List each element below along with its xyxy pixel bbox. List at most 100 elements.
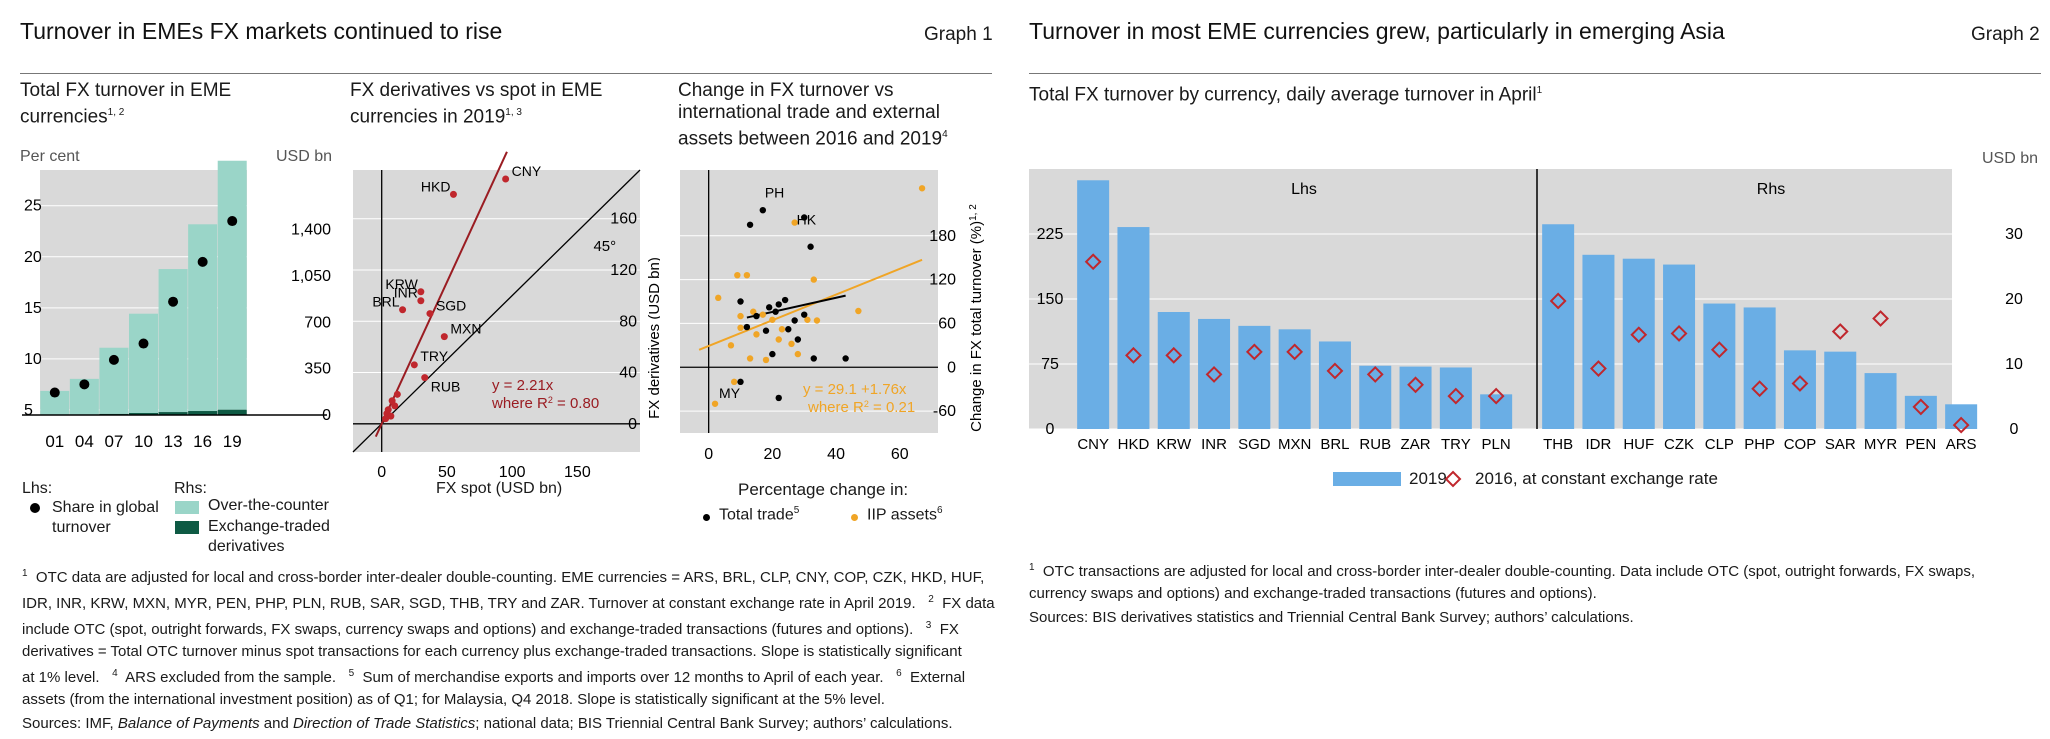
marker-2016 — [1710, 341, 1728, 359]
graph1-rule — [20, 73, 992, 74]
graph2-rhs-tick: 0 — [2010, 421, 2019, 438]
legend-share-label: Share in global turnover — [52, 499, 159, 536]
etd-bar — [158, 412, 188, 415]
marker-2016 — [1912, 398, 1930, 416]
legend-rhs-head: Rhs: — [174, 480, 207, 497]
graph2-rhs-tick: 30 — [2005, 226, 2023, 243]
graph2-x-tick: SGD — [1238, 436, 1271, 453]
panel-b-title: FX derivatives vs spot in EME currencies… — [350, 80, 603, 128]
panel-a-rhs-tick: 1,050 — [291, 268, 331, 285]
point-label: INR — [394, 285, 418, 301]
iip-point — [813, 317, 821, 324]
panel-b-x-tick: 100 — [499, 464, 526, 481]
graph2-rhs-label: Rhs — [1757, 181, 1785, 198]
iip-point — [810, 276, 817, 283]
fit-line — [374, 151, 508, 438]
graph1-title: Turnover in EMEs FX markets continued to… — [20, 18, 503, 44]
graph2-x-tick: CNY — [1077, 436, 1109, 453]
legend-iip-dot-icon — [851, 514, 858, 521]
panel-c-x-tick: 0 — [704, 446, 713, 463]
marker-2016 — [1366, 365, 1384, 383]
panel-c-title: Change in FX turnover vs international t… — [678, 80, 948, 150]
scatter-point — [426, 310, 434, 318]
share-dot — [79, 379, 90, 390]
legend-otc-label: Over-the-counter — [208, 497, 329, 514]
legend-2019-swatch — [1333, 472, 1401, 486]
panel-c-x-tick: 20 — [763, 446, 781, 463]
graph2-number: Graph 2 — [1971, 24, 2040, 45]
point-label: MXN — [450, 321, 481, 337]
graph2-lhs-tick: 75 — [1041, 356, 1059, 373]
panel-b-y-tick: 80 — [619, 313, 637, 330]
graph2-x-tick: TRY — [1441, 436, 1471, 453]
legend-2019-label: 2019 — [1409, 469, 1447, 488]
scatter-point — [391, 402, 399, 410]
trade-point — [765, 304, 773, 311]
graph2-x-tick: THB — [1543, 436, 1573, 453]
marker-2016 — [1407, 376, 1424, 394]
marker-2016 — [1487, 387, 1505, 405]
otc-bar — [158, 269, 188, 413]
graph2-x-tick: CZK — [1664, 436, 1694, 453]
iip-point — [794, 350, 802, 358]
panel-a-lhs-tick: 10 — [24, 351, 42, 368]
panel-c-y-tick: 180 — [929, 228, 956, 245]
graph1-sources: Sources: IMF, Balance of Payments and Di… — [22, 715, 953, 732]
scatter-point — [421, 374, 429, 382]
iip-point — [743, 272, 751, 279]
scatter-point — [393, 390, 401, 398]
legend-etd-swatch — [175, 521, 199, 534]
fit-label: y = 2.21x — [492, 377, 554, 394]
trade-point — [781, 296, 789, 304]
trade-point — [746, 221, 754, 228]
panel-a-x-tick: 19 — [223, 432, 242, 451]
diag-45-label: 45° — [593, 238, 616, 255]
trade-point — [772, 308, 779, 315]
graph2-rule — [1029, 73, 2041, 74]
graph2-x-tick: INR — [1201, 436, 1227, 453]
trade-point — [775, 394, 782, 402]
panel-a-lhs-unit: Per cent — [20, 148, 80, 165]
point-label: KRW — [385, 276, 418, 292]
iip-point — [759, 311, 767, 318]
panel-c-plot-bg — [680, 170, 938, 433]
graph2-x-tick: HKD — [1118, 436, 1150, 453]
etd-bar — [129, 413, 158, 415]
legend-dot-icon — [30, 503, 40, 513]
panel-a-x-tick: 04 — [75, 432, 94, 451]
trade-point — [810, 355, 817, 362]
graph2-title: Turnover in most EME currencies grew, pa… — [1029, 18, 1725, 44]
marker-2016 — [1590, 360, 1607, 377]
trade-point — [807, 243, 814, 250]
trade-point — [791, 317, 798, 324]
share-dot — [108, 354, 119, 365]
graph2-x-tick: PLN — [1482, 436, 1511, 453]
otc-bar — [129, 313, 158, 414]
scatter-point — [387, 412, 395, 420]
graph2-x-tick: SAR — [1825, 436, 1856, 453]
panel-c-y-tick: 0 — [947, 359, 956, 376]
otc-bar — [188, 224, 218, 412]
marker-2016 — [1549, 292, 1567, 310]
trade-point — [737, 378, 744, 386]
currency-bar — [1622, 258, 1655, 429]
scatter-point — [399, 306, 407, 314]
trade-point — [759, 206, 767, 214]
marker-2016 — [1084, 253, 1102, 271]
trade-point — [801, 311, 808, 318]
panel-b-y-tick: 120 — [610, 262, 637, 279]
currency-bar — [1238, 325, 1271, 429]
iip-point — [762, 356, 770, 364]
panel-c-chart: -60 0 60 120 180 0 20 40 60 PH HK MY y = 29.1 +1.76x… — [680, 170, 985, 463]
marker-2016 — [1125, 346, 1142, 364]
scatter-point — [449, 190, 457, 198]
panel-b-chart: 0408012016005010015045°CNYHKDKRWINRBRLSG… — [352, 151, 660, 481]
panel-b-y-tick: 160 — [610, 211, 637, 228]
graph2-x-tick: ZAR — [1401, 436, 1431, 453]
panel-a-x-tick: 01 — [45, 432, 64, 451]
currency-bar — [1117, 227, 1150, 429]
marker-2016 — [1326, 362, 1344, 380]
scatter-point — [417, 288, 425, 296]
point-label: HKD — [421, 178, 451, 194]
graph1-footnotes: 1 OTC data are adjusted for local and cr… — [22, 563, 1002, 735]
